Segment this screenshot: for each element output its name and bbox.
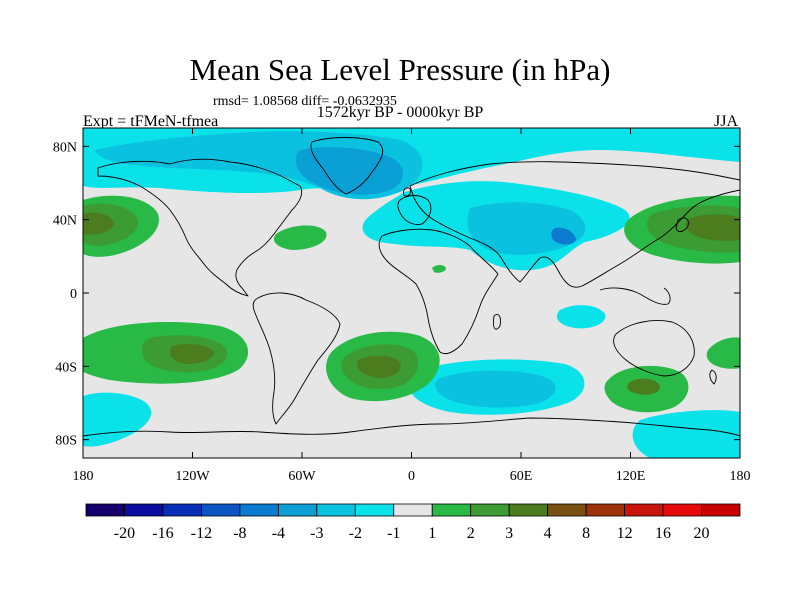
chart-title: Mean Sea Level Pressure (in hPa) xyxy=(189,52,611,87)
africa-positive-dot xyxy=(432,265,446,273)
colorbar-swatch xyxy=(470,503,510,517)
colorbar-swatch xyxy=(316,503,356,517)
greenland-coast xyxy=(310,137,384,195)
north-america-coast xyxy=(97,158,303,297)
colorbar-label: 1 xyxy=(428,525,436,542)
colorbar-swatch xyxy=(585,503,625,517)
south-america-coast xyxy=(252,292,341,425)
x-tick-label: 60E xyxy=(510,469,533,484)
colorbar-swatch xyxy=(201,503,241,517)
period-label: 1572kyr BP - 0000kyr BP xyxy=(316,104,484,121)
colorbar-swatch xyxy=(162,503,202,517)
y-tick-label: 80N xyxy=(53,140,77,155)
x-tick-label: 120W xyxy=(175,469,210,484)
season-label: JJA xyxy=(714,113,739,130)
x-tick-label: 180 xyxy=(730,469,751,484)
colorbar-label: 3 xyxy=(505,525,513,542)
colorbar-label: -16 xyxy=(152,525,173,542)
colorbar-label: 2 xyxy=(467,525,475,542)
africa-coast xyxy=(378,228,499,355)
antarctica-coast xyxy=(83,417,740,437)
colorbar-label: -4 xyxy=(272,525,285,542)
x-tick-label: 60W xyxy=(288,469,316,484)
x-tick-label: 180 xyxy=(73,469,94,484)
south-atlantic-positive-peak xyxy=(357,355,401,378)
x-tick-label: 0 xyxy=(408,469,415,484)
greenland-negative-core xyxy=(295,147,404,195)
y-tick-label: 80S xyxy=(55,434,77,449)
australia-coast xyxy=(613,320,695,377)
colorbar-label: -3 xyxy=(310,525,323,542)
north-pacific-west-positive-peak xyxy=(685,214,740,241)
north-atlantic-positive xyxy=(273,225,327,250)
colorbar-swatch xyxy=(85,503,125,517)
colorbar-label: 12 xyxy=(617,525,633,542)
south-pacific-positive-peak xyxy=(169,344,214,364)
colorbar-swatch xyxy=(277,503,318,517)
pacific-south-negative-region xyxy=(632,410,740,458)
colorbar-label: 20 xyxy=(694,525,710,542)
north-pacific-east-positive-peak xyxy=(83,212,114,235)
colorbar-label: -1 xyxy=(387,525,400,542)
colorbar-swatch xyxy=(354,503,395,517)
new-zealand-coast xyxy=(709,369,717,385)
colorbar-label: -20 xyxy=(114,525,135,542)
stats-label: rmsd= 1.08568 diff= -0.0632935 xyxy=(213,94,397,109)
experiment-label: Expt = tFMeN-tfmea xyxy=(83,113,219,130)
colorbar-swatch xyxy=(239,503,279,517)
coastlines xyxy=(83,137,740,437)
madagascar-coast xyxy=(493,314,501,330)
colorbar-swatch xyxy=(508,503,549,517)
x-axis: 180 120W 60W 0 60E 120E 180 xyxy=(73,128,751,484)
y-axis: 80N 40N 0 40S 80S xyxy=(53,140,740,449)
eurasia-coast xyxy=(409,161,740,288)
colorbar-swatch xyxy=(701,503,741,517)
europe-coast xyxy=(397,195,432,225)
field-layer xyxy=(83,128,740,458)
colorbar-label: 4 xyxy=(544,525,552,542)
colorbar-label: 16 xyxy=(655,525,671,542)
colorbar-label: 8 xyxy=(582,525,590,542)
colorbar-swatch xyxy=(393,503,433,517)
southeast-pacific-positive xyxy=(706,337,740,369)
southern-ocean-negative-region xyxy=(83,392,152,447)
colorbar-label: -12 xyxy=(191,525,212,542)
colorbar-swatch xyxy=(547,503,587,517)
southeast-asia-coast xyxy=(599,287,671,305)
y-tick-label: 40S xyxy=(55,360,77,375)
colorbar-swatch xyxy=(431,503,472,517)
colorbar-swatch xyxy=(124,503,164,517)
y-tick-label: 40N xyxy=(53,214,77,229)
colorbar: -20 -16 -12 -8 -4 -3 -2 -1 1 2 3 4 8 12 16 20 xyxy=(85,503,741,542)
colorbar-swatch xyxy=(624,503,664,517)
tibet-negative-core xyxy=(551,227,576,245)
colorbar-label: -8 xyxy=(233,525,246,542)
y-tick-label: 0 xyxy=(70,287,77,302)
indian-ocean-negative-blob xyxy=(556,305,606,329)
japan-coast xyxy=(675,217,689,233)
x-tick-label: 120E xyxy=(616,469,646,484)
south-indian-positive-core xyxy=(627,378,660,395)
uk-coast xyxy=(403,187,411,197)
colorbar-swatch xyxy=(662,503,702,517)
colorbar-label: -2 xyxy=(349,525,362,542)
south-indian-negative-core xyxy=(435,370,556,408)
